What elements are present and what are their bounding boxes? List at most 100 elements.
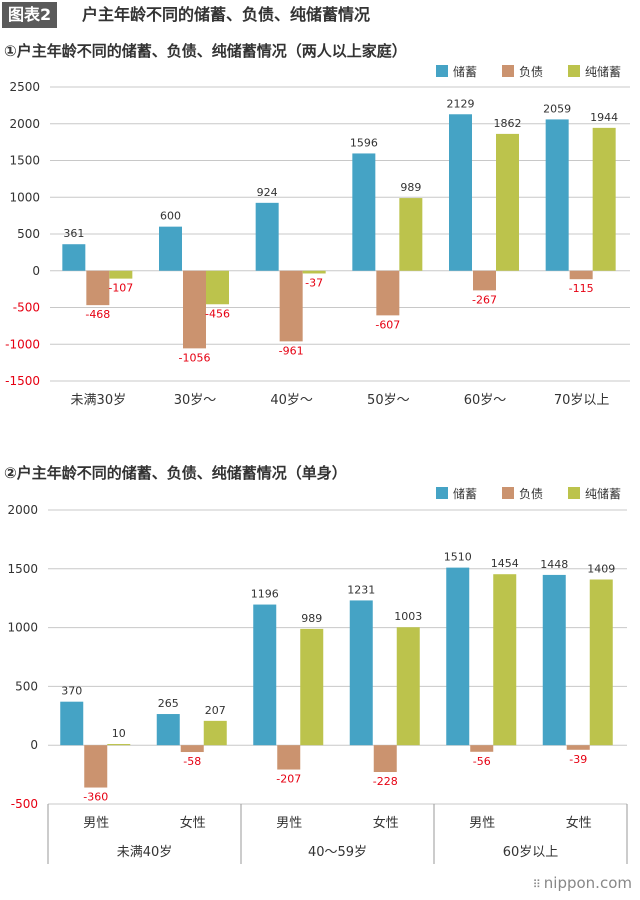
data-label: 370 [61,685,82,698]
bar [253,604,277,746]
y-tick-label: 1500 [9,154,40,168]
category-label: 40岁～ [270,393,313,408]
data-label: 2059 [543,102,571,115]
legend-swatch [568,65,580,77]
data-label: 989 [301,612,322,625]
data-label: 600 [160,210,181,223]
bar [376,270,400,316]
bar [399,198,423,271]
data-label: 361 [63,227,84,240]
data-label: -228 [373,775,398,788]
category-label: 未满30岁 [71,393,127,408]
y-tick-label: 2500 [9,80,40,94]
bar [206,270,229,305]
y-tick-label: 1000 [7,621,38,635]
data-label: -56 [473,755,491,768]
bar [569,270,593,280]
legend-label: 纯储蓄 [585,486,621,501]
bar [493,574,517,746]
legend-swatch [502,487,514,499]
data-label: 1448 [540,558,568,571]
figure-header: 图表2 户主年龄不同的储蓄、负债、纯储蓄情况 [0,0,640,30]
bar [300,628,324,746]
legend-label: 负债 [519,487,543,501]
y-tick-label: 1500 [7,562,38,576]
bar [473,270,496,291]
brand-dots-icon: ⠿ [532,878,541,891]
data-label: -39 [569,753,587,766]
y-tick-label: 0 [30,738,38,752]
bar [566,745,590,750]
y-tick-label: -500 [13,301,40,315]
data-label: -207 [276,773,301,786]
bar [470,745,494,752]
figure-label: 图表2 [2,2,58,28]
bar [373,745,397,773]
category-label: 50岁～ [367,393,410,408]
y-tick-label: 2000 [9,117,40,131]
legend-swatch [436,487,448,499]
chart-1-title: ①户主年龄不同的储蓄、负债、纯储蓄情况（两人以上家庭） [4,42,407,60]
data-label: -360 [83,791,108,804]
data-label: 924 [257,186,278,199]
y-tick-label: -1500 [5,374,40,388]
group-label: 40～59岁 [308,845,367,860]
data-label: -1056 [179,351,211,364]
data-label: -115 [569,282,594,295]
data-label: 1944 [590,111,618,124]
bar [180,745,204,753]
data-label: 207 [205,704,226,717]
y-tick-label: 2000 [7,503,38,517]
y-tick-label: 0 [32,264,40,278]
bar [109,270,133,279]
data-label: -468 [85,308,110,321]
chart-2-title: ②户主年龄不同的储蓄、负债、纯储蓄情况（单身） [4,464,347,482]
category-label: 男性 [469,816,495,831]
data-label: -607 [375,318,400,331]
category-label: 70岁以上 [554,393,610,408]
legend-label: 储蓄 [453,64,477,79]
brand-watermark: ⠿ nippon.com [533,874,632,892]
bar [349,600,373,746]
data-label: -37 [305,276,323,289]
category-label: 女性 [566,815,592,831]
bar [183,270,206,349]
bar [203,720,227,746]
data-label: -456 [205,307,230,320]
y-tick-label: 500 [15,679,38,693]
y-tick-label: 500 [17,227,40,241]
bar [446,567,470,746]
bar [60,701,84,746]
data-label: -961 [279,344,304,357]
category-label: 30岁～ [174,393,217,408]
figure-title: 户主年龄不同的储蓄、负债、纯储蓄情况 [82,5,371,24]
bar [86,270,110,306]
bar [84,745,108,788]
group-label: 60岁以上 [503,845,559,860]
bar [107,744,131,746]
chart-2: 储蓄 负债 纯储蓄 2000 1500 1000 500 0 -500 370 -360 10 男性 26… [7,486,628,864]
legend-label: 负债 [519,65,543,79]
y-tick-label: -1000 [5,337,40,351]
data-label: 1454 [491,557,519,570]
data-label: 1196 [251,588,279,601]
data-label: 1862 [494,117,522,130]
bar [396,627,420,746]
data-label: 10 [112,727,126,740]
data-label: -267 [472,293,497,306]
bar [277,745,301,770]
bar [545,119,569,271]
data-label: 1003 [394,610,422,623]
category-label: 女性 [373,815,399,831]
legend-swatch [502,65,514,77]
category-label: 60岁～ [464,393,507,408]
legend-swatch [436,65,448,77]
brand-text: nippon.com [543,874,632,892]
data-label: -107 [108,282,133,295]
data-label: 989 [400,181,421,194]
chart-1: 储蓄 负债 纯储蓄 2500 2000 1500 1000 500 0 -500 -1000 -150… [5,64,630,408]
bar [302,270,326,274]
category-label: 男性 [276,816,302,831]
bar [496,133,519,271]
bar [592,127,616,271]
